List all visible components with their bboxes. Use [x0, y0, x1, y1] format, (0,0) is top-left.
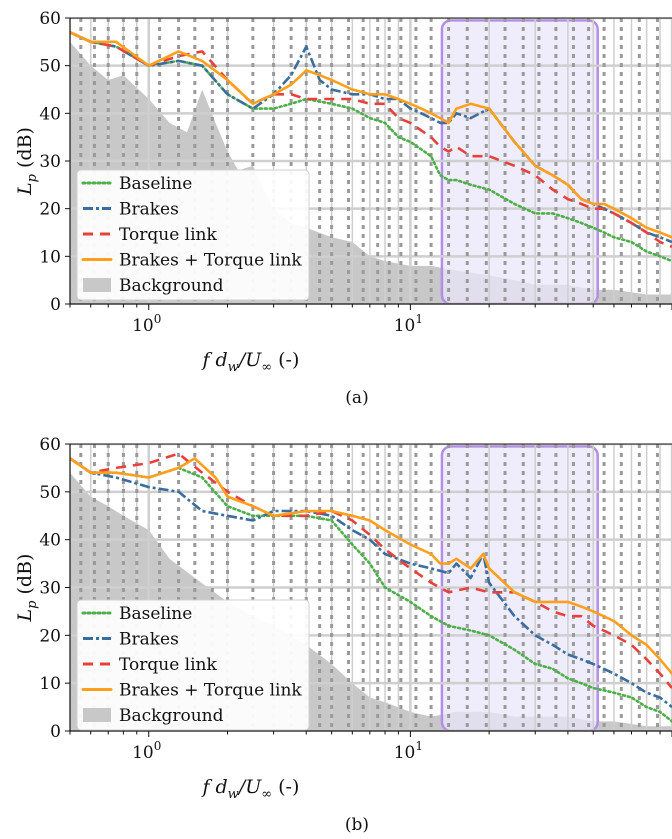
series-brakes-torque-link [70, 457, 672, 675]
legend-label: Baseline [119, 174, 192, 194]
x-tick-label: 100 [132, 739, 161, 763]
y-tick-label: 60 [39, 9, 61, 29]
y-tick-label: 60 [39, 435, 61, 455]
x-tick-label: 101 [394, 312, 423, 336]
caption-a: (a) [345, 388, 368, 408]
y-axis-label: Lp (dB) [14, 127, 40, 196]
y-tick-label: 20 [39, 626, 61, 646]
y-tick-label: 40 [39, 531, 61, 551]
legend-label: Torque link [119, 225, 217, 245]
legend-box [76, 599, 310, 731]
y-tick-label: 50 [39, 57, 61, 77]
legend-label: Background [119, 276, 224, 296]
y-tick-label: 50 [39, 483, 61, 503]
series-baseline [70, 457, 672, 723]
caption-b: (b) [345, 815, 369, 835]
panel-b: 0 10 20 30 40 50 60 100 101 Lp (dB) f dw/U∞ (-) Bas… [14, 435, 672, 802]
legend-label: Torque link [119, 655, 217, 675]
legend-label: Brakes + Torque link [119, 251, 302, 271]
legend-label: Brakes [119, 200, 179, 220]
x-tick-label: 101 [394, 739, 423, 763]
y-tick-label: 40 [39, 104, 61, 124]
x-axis-label: f dw/U∞ (-) [200, 776, 299, 802]
legend-label: Brakes [119, 630, 179, 650]
y-tick-label: 0 [50, 722, 61, 742]
y-tick-label: 20 [39, 200, 61, 220]
x-axis-label: f dw/U∞ (-) [200, 349, 299, 375]
legend-label: Brakes + Torque link [119, 681, 302, 701]
y-axis-label: Lp (dB) [14, 554, 40, 623]
legend: Baseline Brakes Torque link Brakes + Torque… [76, 169, 310, 301]
series-brakes [70, 457, 672, 709]
panel-a: 0 10 20 30 40 50 60 100 101 Lp (dB) f dw/U∞ (-) Bas… [14, 9, 672, 375]
series-torque-link [70, 31, 672, 249]
legend-label: Background [119, 706, 224, 726]
y-tick-label: 0 [50, 295, 61, 315]
legend-swatch-background [83, 708, 111, 722]
y-tick-label: 30 [39, 152, 61, 172]
x-tick-label: 100 [132, 312, 161, 336]
legend: Baseline Brakes Torque link Brakes + Torque… [76, 599, 310, 731]
legend-label: Baseline [119, 604, 192, 624]
y-tick-label: 30 [39, 579, 61, 599]
legend-box [76, 169, 310, 301]
series-brakes-torque-link [70, 30, 672, 239]
y-tick-label: 10 [39, 674, 61, 694]
legend-swatch-background [83, 278, 111, 292]
series-torque-link [70, 452, 672, 689]
y-tick-label: 10 [39, 247, 61, 267]
